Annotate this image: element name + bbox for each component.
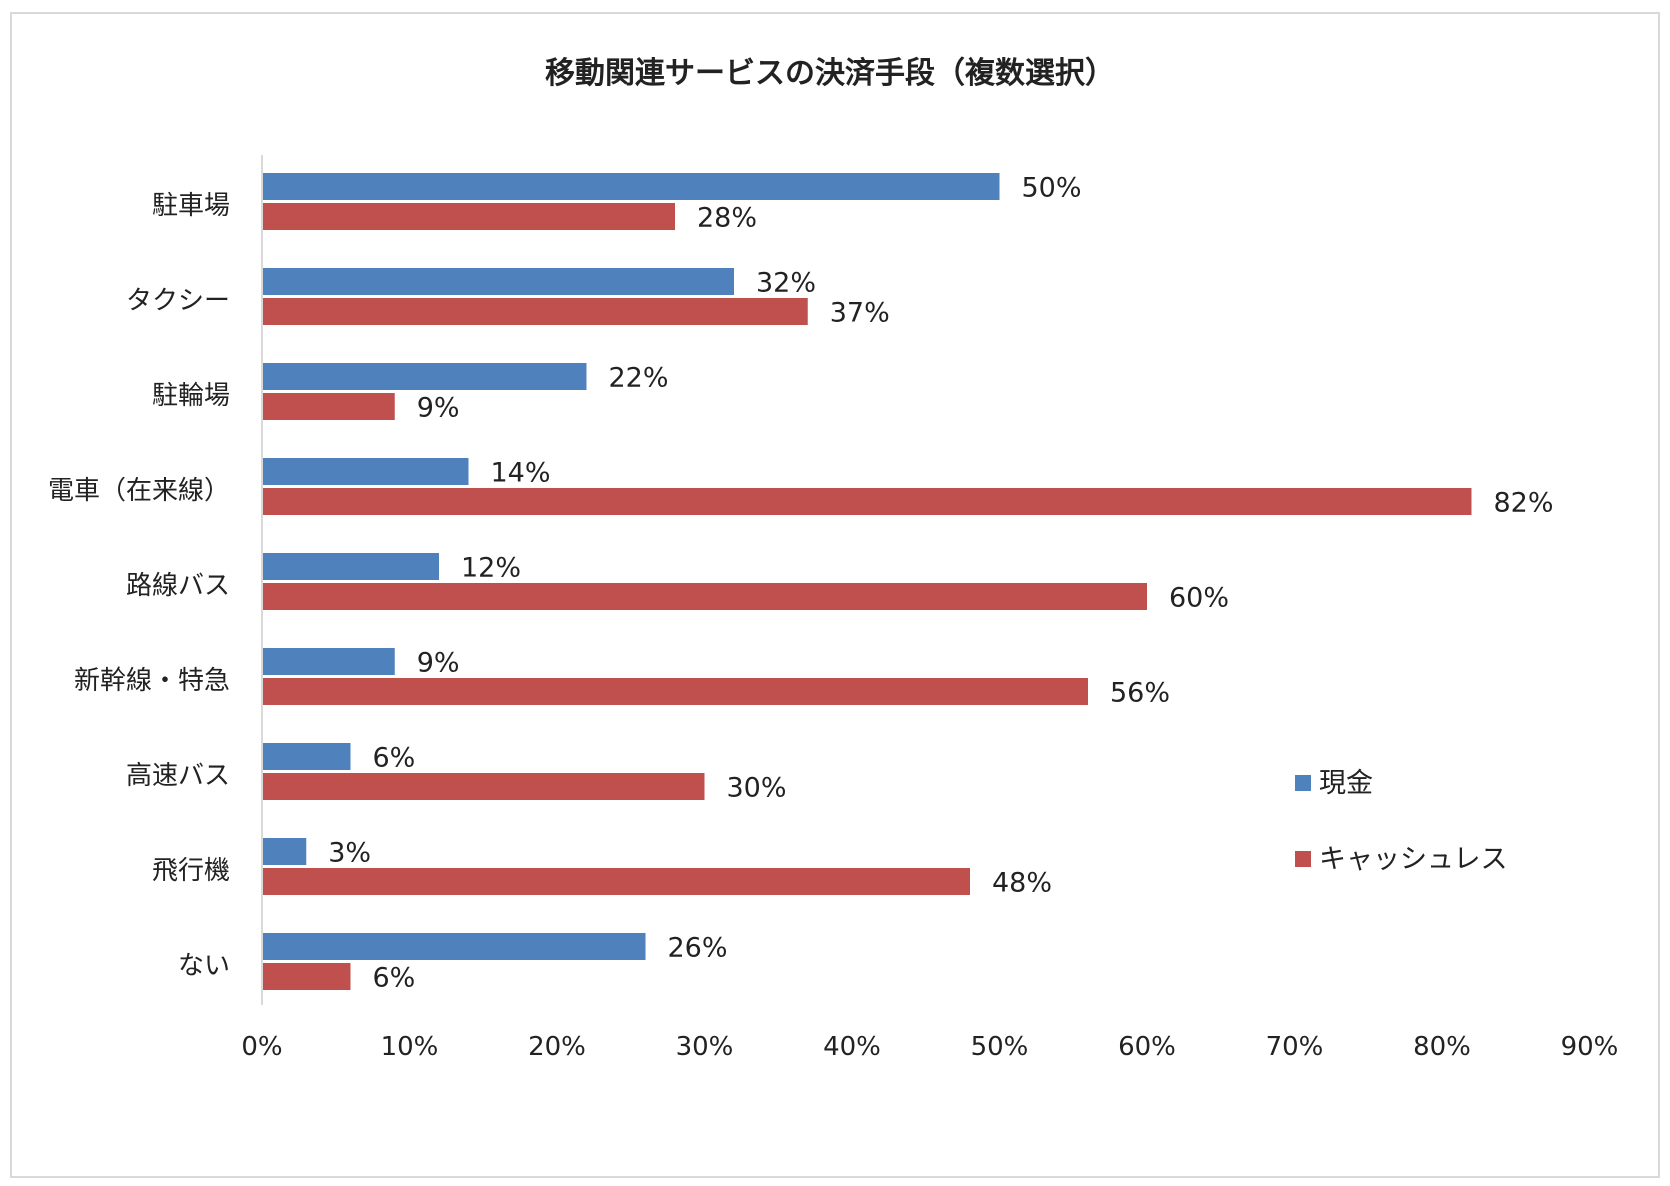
bar-cashless-6	[262, 773, 705, 800]
legend-swatch-cash	[1295, 775, 1311, 791]
data-label-cash-7: 3%	[328, 838, 371, 869]
x-tick-label-4: 40%	[823, 1032, 881, 1062]
data-label-cashless-4: 60%	[1169, 583, 1229, 614]
data-label-cashless-0: 28%	[697, 203, 757, 234]
data-label-cashless-3: 82%	[1494, 488, 1554, 519]
category-label-0: 駐車場	[152, 191, 230, 221]
category-label-2: 駐輪場	[152, 381, 230, 411]
bar-cashless-7	[262, 868, 970, 895]
bar-cashless-2	[262, 393, 395, 420]
data-label-cashless-2: 9%	[417, 393, 460, 424]
legend-label-cash: 現金	[1319, 768, 1373, 799]
bar-cash-2	[262, 363, 587, 390]
x-tick-label-5: 50%	[971, 1032, 1029, 1062]
x-axis-ticks: 0% 10% 20% 30% 40% 50% 60% 70% 80% 90%	[241, 1032, 1618, 1062]
data-label-cash-6: 6%	[373, 743, 416, 774]
data-label-cashless-5: 56%	[1110, 678, 1170, 709]
x-tick-label-2: 20%	[528, 1032, 586, 1062]
chart-title: 移動関連サービスの決済手段（複数選択）	[545, 56, 1115, 91]
category-label-8: ない	[178, 951, 230, 981]
category-label-1: タクシー	[126, 286, 230, 316]
bar-cashless-1	[262, 298, 808, 325]
bar-cash-6	[262, 743, 351, 770]
data-label-cash-2: 22%	[609, 363, 669, 394]
x-tick-label-6: 60%	[1118, 1032, 1176, 1062]
bars-layer: 50% 28% 32% 37% 22% 9% 14% 82% 12% 60% 9% 56% 6% 30% 3…	[262, 173, 1554, 994]
legend-label-cashless: キャッシュレス	[1319, 844, 1507, 875]
bar-cash-0	[262, 173, 1000, 200]
legend-swatch-cashless	[1295, 851, 1311, 867]
category-label-7: 飛行機	[152, 856, 230, 886]
bar-cashless-8	[262, 963, 351, 990]
bar-cash-5	[262, 648, 395, 675]
bar-cash-7	[262, 838, 307, 865]
bar-cashless-4	[262, 583, 1147, 610]
bar-cashless-5	[262, 678, 1088, 705]
x-tick-label-1: 10%	[381, 1032, 439, 1062]
category-label-3: 電車（在来線）	[48, 476, 230, 506]
bar-cash-3	[262, 458, 469, 485]
bar-cash-1	[262, 268, 734, 295]
bar-cashless-0	[262, 203, 675, 230]
data-label-cashless-8: 6%	[373, 963, 416, 994]
x-tick-label-3: 30%	[676, 1032, 734, 1062]
x-tick-label-8: 80%	[1413, 1032, 1471, 1062]
bar-cash-4	[262, 553, 439, 580]
data-label-cash-4: 12%	[461, 553, 521, 584]
category-label-5: 新幹線・特急	[74, 666, 230, 696]
x-tick-label-9: 90%	[1561, 1032, 1619, 1062]
data-label-cash-8: 26%	[668, 933, 728, 964]
bar-cashless-3	[262, 488, 1472, 515]
data-label-cash-3: 14%	[491, 458, 551, 489]
data-label-cash-0: 50%	[1022, 173, 1082, 204]
category-label-4: 路線バス	[126, 571, 230, 601]
x-tick-label-0: 0%	[241, 1032, 282, 1062]
data-label-cashless-6: 30%	[727, 773, 787, 804]
data-label-cash-5: 9%	[417, 648, 460, 679]
category-label-6: 高速バス	[126, 761, 230, 791]
data-label-cash-1: 32%	[756, 268, 816, 299]
bar-cash-8	[262, 933, 646, 960]
x-tick-label-7: 70%	[1266, 1032, 1324, 1062]
data-label-cashless-1: 37%	[830, 298, 890, 329]
data-label-cashless-7: 48%	[992, 868, 1052, 899]
